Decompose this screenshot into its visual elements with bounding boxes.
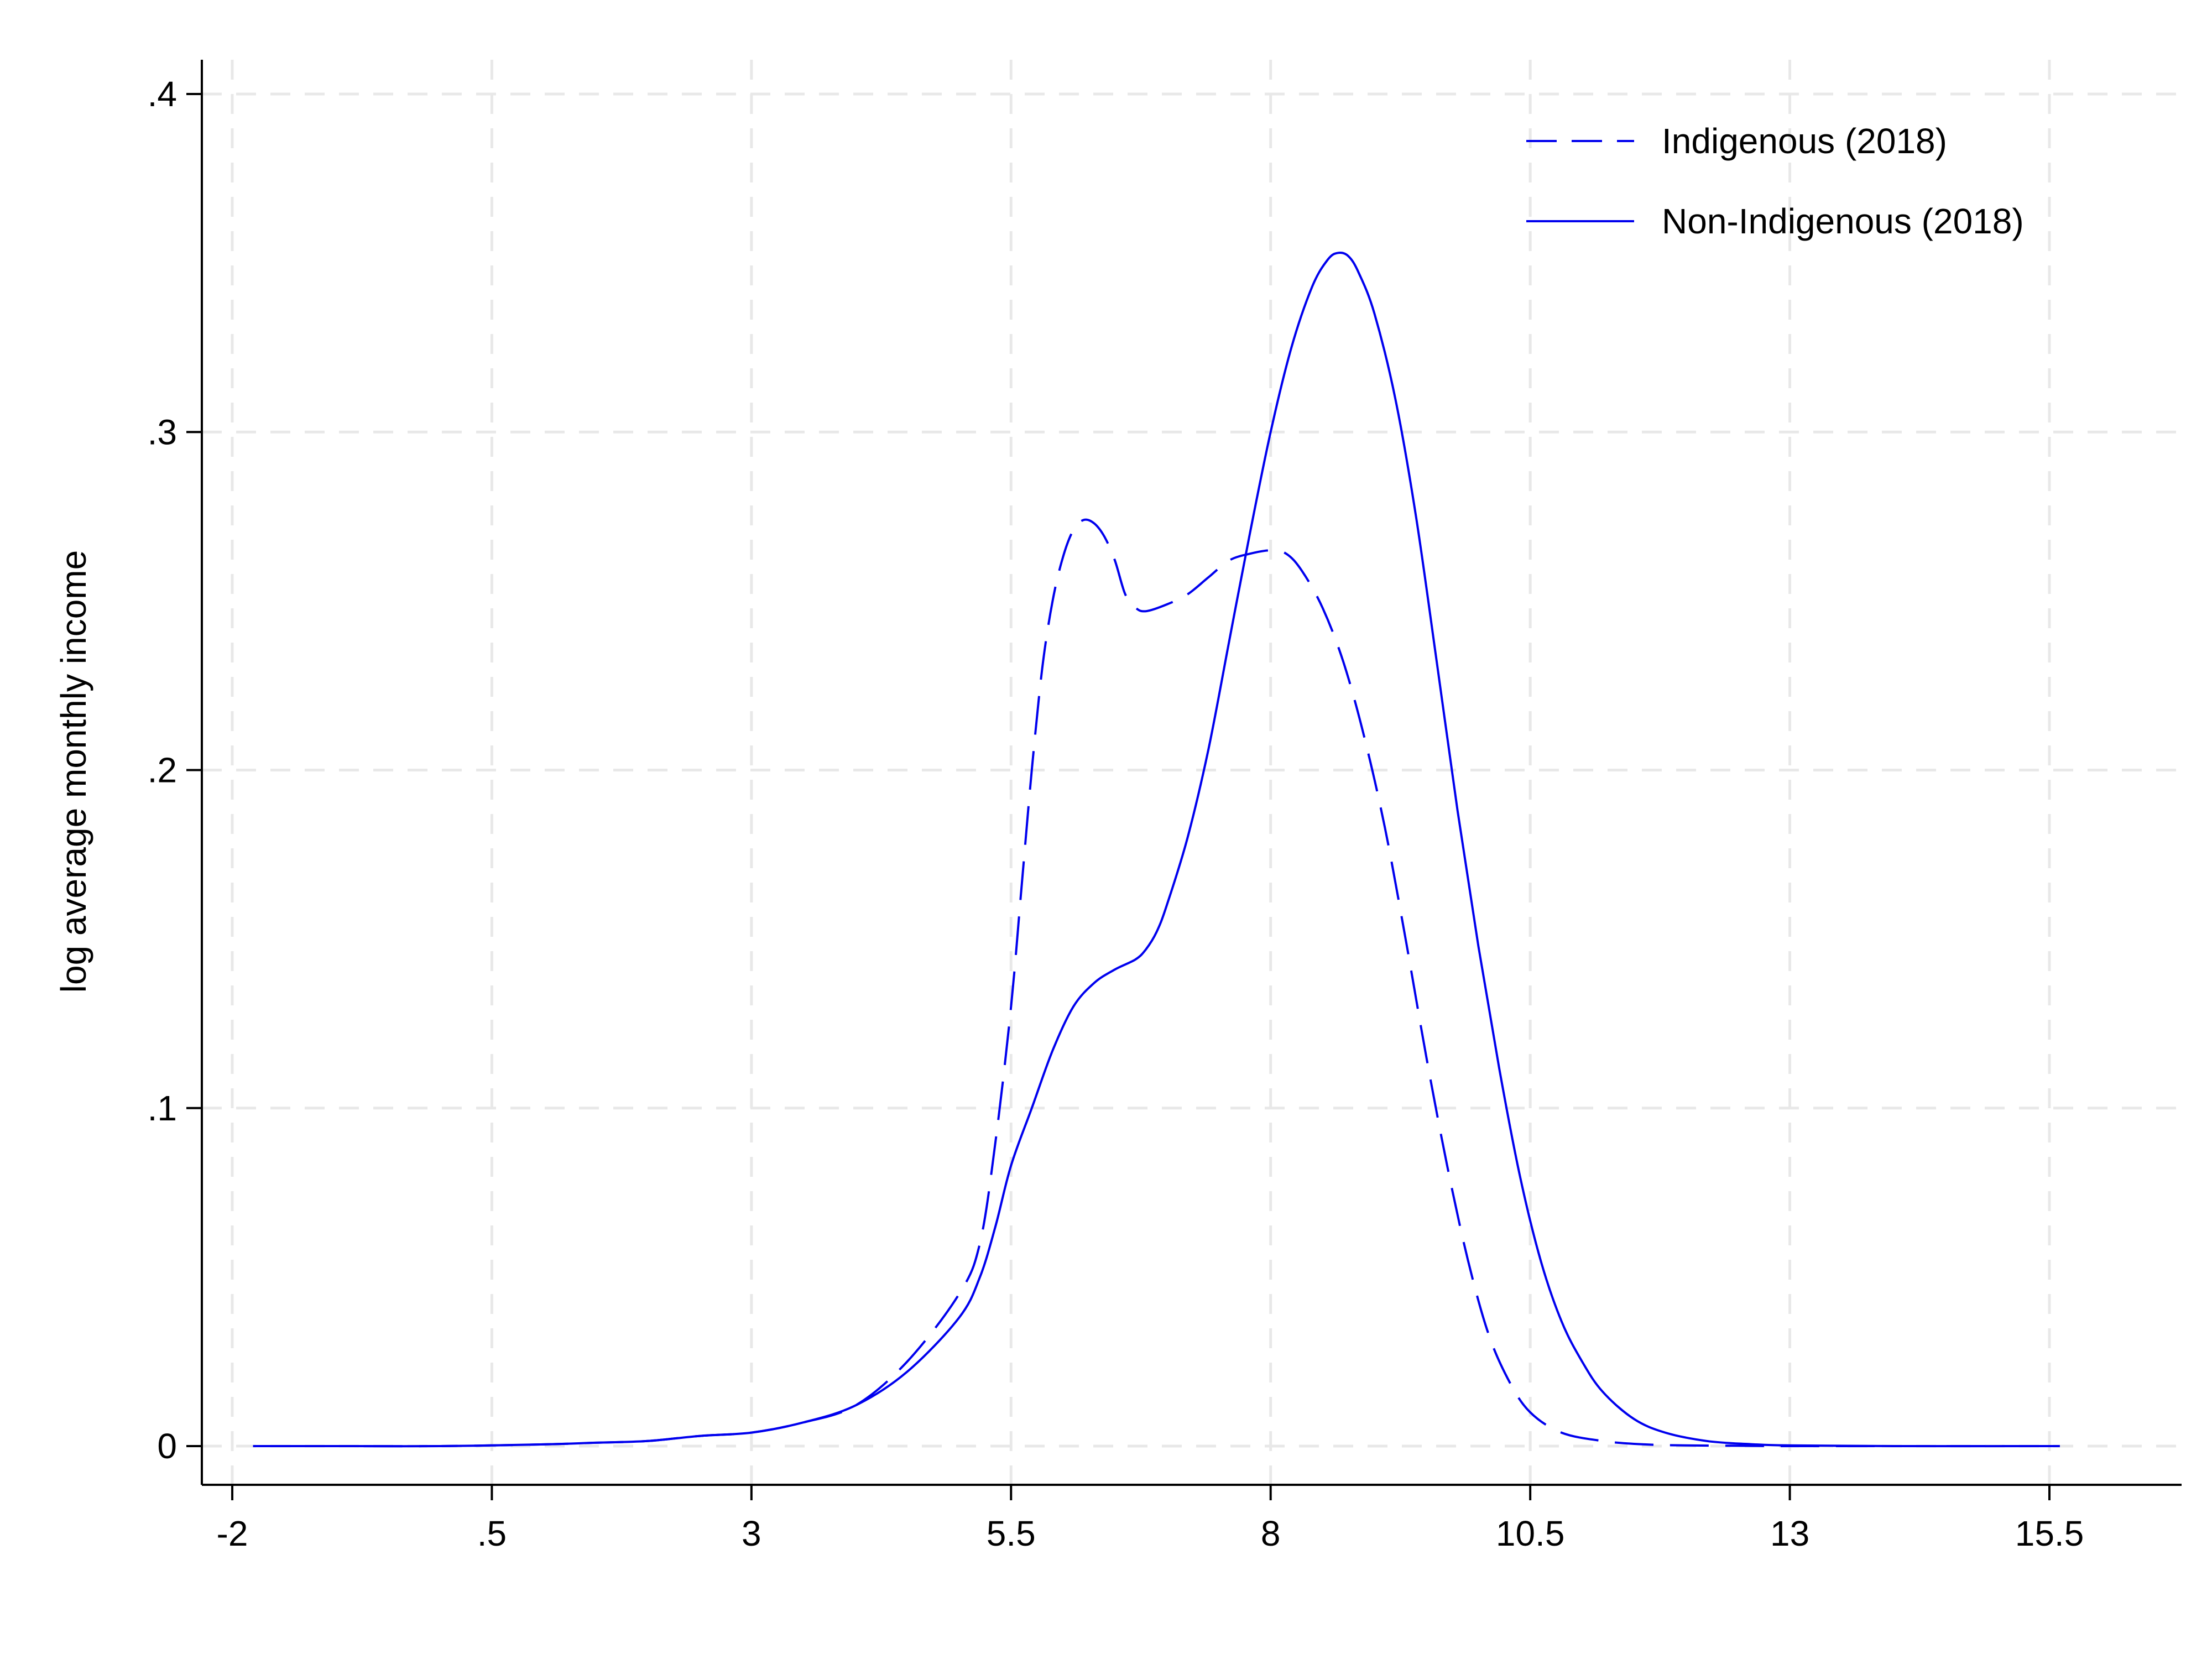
x-tick-label: 5.5 — [987, 1514, 1036, 1553]
axes — [201, 60, 2182, 1486]
legend-label: Indigenous (2018) — [1662, 121, 1947, 161]
y-tick-label: .1 — [148, 1088, 177, 1128]
legend-label: Non-Indigenous (2018) — [1662, 201, 2024, 241]
y-tick-label: 0 — [157, 1426, 177, 1466]
series-line-non-indigenous — [253, 251, 2060, 1448]
x-tick-label: 3 — [742, 1514, 761, 1553]
x-tick-label: 8 — [1261, 1514, 1281, 1553]
x-tick-label: 15.5 — [2015, 1514, 2084, 1553]
x-tick-label: 13 — [1770, 1514, 1809, 1553]
x-tick-label: .5 — [477, 1514, 507, 1553]
series-lines — [253, 251, 2060, 1448]
x-tick-label: 10.5 — [1496, 1514, 1565, 1553]
legend: Indigenous (2018) Non-Indigenous (2018) — [1526, 121, 2024, 241]
axis-ticks: -2 .5 3 5.5 8 10.5 13 15.5 0 .1 .2 .3 .4 — [148, 74, 2084, 1553]
y-tick-label: .2 — [148, 750, 177, 790]
y-tick-label: .4 — [148, 74, 177, 114]
grid-lines — [202, 60, 2182, 1485]
x-tick-label: -2 — [217, 1514, 248, 1553]
y-tick-label: .3 — [148, 412, 177, 452]
y-axis-title: log average monthly income — [54, 550, 93, 993]
